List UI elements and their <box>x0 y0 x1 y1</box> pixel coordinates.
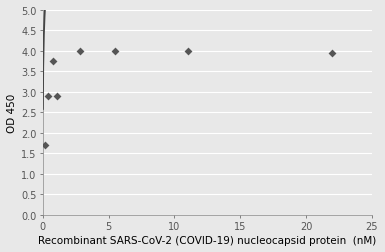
Y-axis label: OD 450: OD 450 <box>7 93 17 132</box>
Point <box>45 94 51 99</box>
Point <box>42 143 48 147</box>
Point <box>77 50 83 54</box>
Point <box>112 50 118 54</box>
Point <box>329 52 335 56</box>
Point <box>54 94 60 99</box>
Point <box>184 50 191 54</box>
X-axis label: Recombinant SARS-CoV-2 (COVID-19) nucleocapsid protein  (nM): Recombinant SARS-CoV-2 (COVID-19) nucleo… <box>38 235 377 245</box>
Point <box>50 60 56 64</box>
